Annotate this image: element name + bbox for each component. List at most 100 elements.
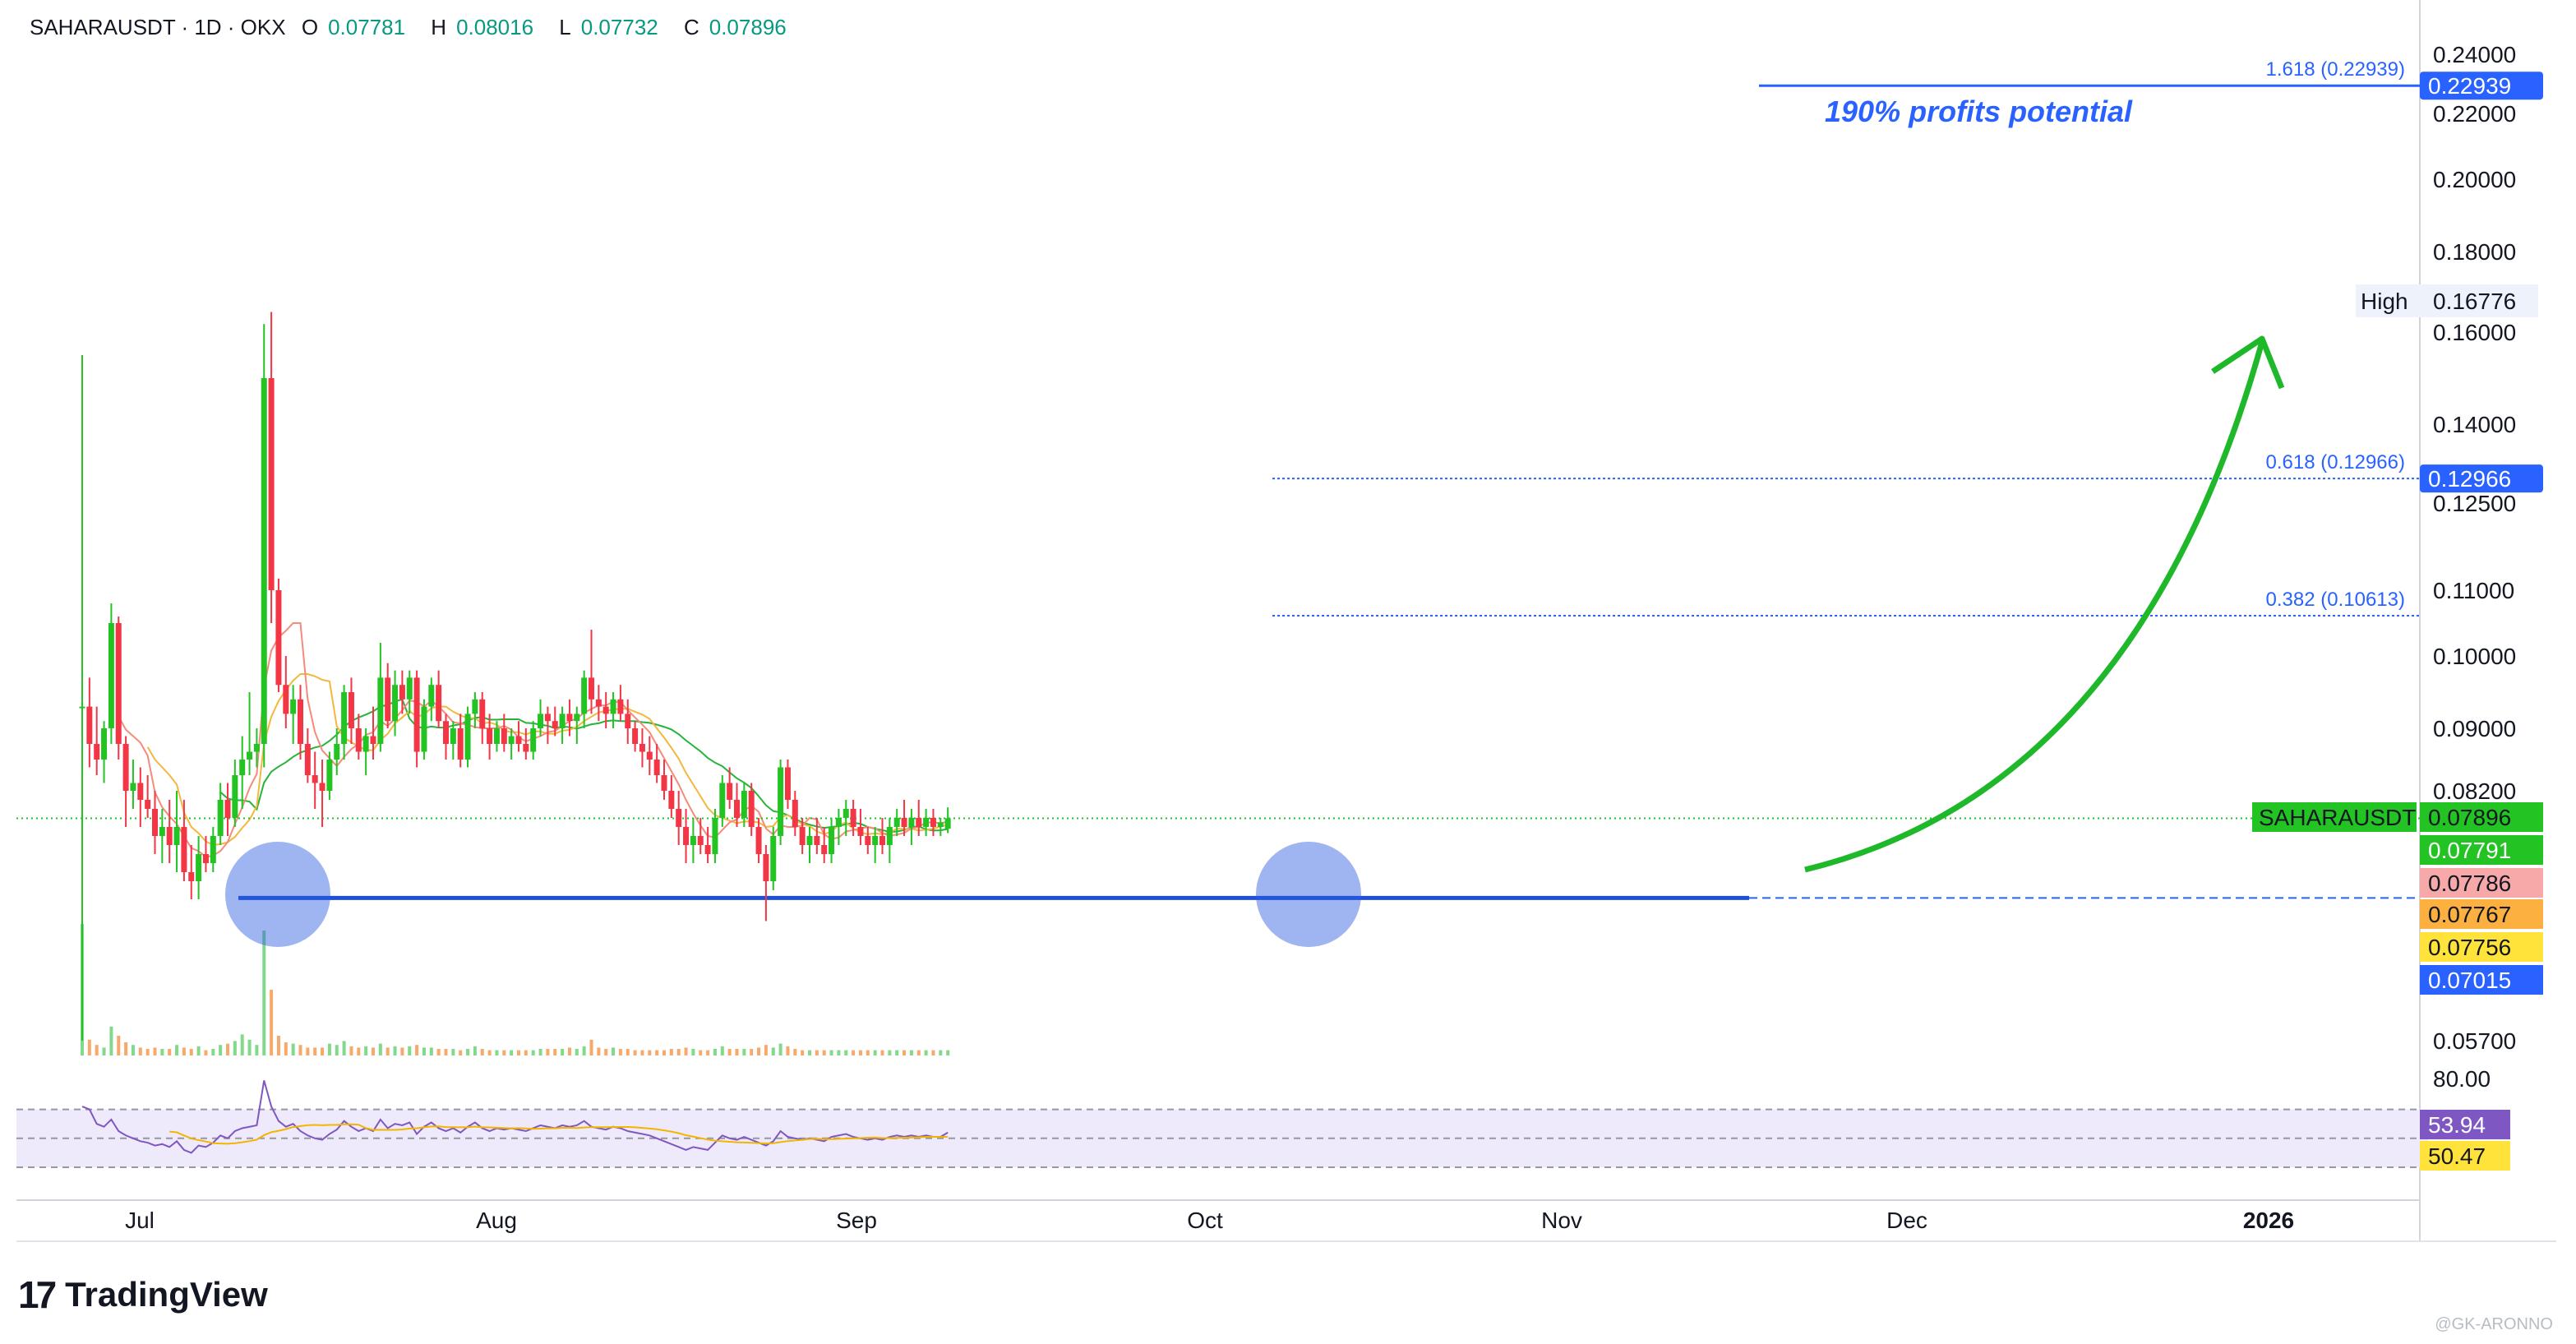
candle-body xyxy=(501,728,507,744)
candle-body xyxy=(370,736,376,744)
volume-bar xyxy=(378,1043,382,1055)
candle-body xyxy=(392,685,399,722)
volume-bar xyxy=(916,1050,921,1055)
candle-body xyxy=(719,783,726,818)
candle-body xyxy=(508,736,515,744)
price-axis-label: 0.20000 xyxy=(2433,167,2516,192)
candle-body xyxy=(217,800,224,836)
candle-body xyxy=(792,800,798,827)
high-label: H xyxy=(431,15,447,39)
candle-body xyxy=(814,836,820,845)
candle-body xyxy=(202,854,209,863)
time-axis-label: Nov xyxy=(1541,1208,1582,1233)
price-tag-text: 0.07015 xyxy=(2428,968,2511,993)
price-axis-label: 0.18000 xyxy=(2433,239,2516,265)
candle-body xyxy=(239,760,246,775)
volume-bar xyxy=(931,1050,935,1055)
volume-bar xyxy=(837,1050,841,1055)
price-tag-text: 0.07791 xyxy=(2428,838,2511,863)
high-value: 0.08016 xyxy=(456,15,534,39)
candle-body xyxy=(487,728,493,744)
volume-bar xyxy=(626,1049,630,1055)
fib-level-label: 1.618 (0.22939) xyxy=(2266,58,2405,81)
ma-mid-line xyxy=(146,673,949,847)
candle-body xyxy=(843,809,849,818)
volume-bar xyxy=(372,1047,375,1055)
volume-bar xyxy=(145,1049,150,1055)
volume-bar xyxy=(844,1050,848,1055)
volume-bar xyxy=(676,1049,681,1055)
tradingview-logo[interactable]: 17 TradingView xyxy=(18,1272,268,1317)
fib-price-tag xyxy=(2420,464,2543,493)
candle-body xyxy=(523,744,529,752)
candle-body xyxy=(661,775,667,791)
close-label: C xyxy=(683,15,699,39)
candle-body xyxy=(283,685,289,714)
fib-price-tag-text: 0.12966 xyxy=(2428,466,2511,492)
candle-body xyxy=(413,677,420,752)
volume-bar xyxy=(524,1050,528,1055)
volume-bar xyxy=(655,1050,659,1055)
candle-body xyxy=(857,827,864,836)
candle-body xyxy=(821,845,828,854)
candle-body xyxy=(559,714,566,728)
price-axis-label: 0.14000 xyxy=(2433,412,2516,437)
volume-bar xyxy=(226,1043,229,1055)
volume-bar xyxy=(553,1049,557,1055)
symbol-header: SAHARAUSDT · 1D · OKX O 0.07781 H 0.08016 … xyxy=(30,15,806,40)
candle-body xyxy=(181,827,187,872)
volume-bar xyxy=(495,1050,499,1055)
price-tag-text: 0.07756 xyxy=(2428,935,2511,960)
candle-body xyxy=(893,818,900,827)
candle-body xyxy=(872,836,879,845)
volume-bar xyxy=(349,1046,353,1055)
volume-bar xyxy=(517,1050,520,1055)
rsi-value-tag xyxy=(2420,1110,2510,1139)
volume-bar xyxy=(640,1050,644,1055)
volume-bar xyxy=(858,1050,862,1055)
volume-bar xyxy=(444,1049,448,1055)
candle-body xyxy=(799,827,806,845)
price-tag-text: 0.07767 xyxy=(2428,902,2511,927)
price-tag xyxy=(2420,932,2543,962)
volume-bar xyxy=(669,1049,673,1055)
candle-body xyxy=(676,809,682,827)
volume-bar xyxy=(618,1049,622,1055)
volume-bar xyxy=(153,1047,157,1055)
candle-body xyxy=(188,872,195,881)
candle-body xyxy=(253,744,260,752)
candle-body xyxy=(697,836,704,845)
volume-bar xyxy=(502,1050,506,1055)
candle-body xyxy=(829,827,835,854)
volume-bar xyxy=(735,1049,739,1055)
volume-bar xyxy=(196,1046,201,1055)
candle-body xyxy=(602,706,609,714)
candle-body xyxy=(901,818,907,827)
candle-body xyxy=(850,809,856,827)
tradingview-logo-icon: 17 xyxy=(18,1273,57,1316)
volume-bar xyxy=(946,1050,950,1055)
rsi-value-tag-text: 50.47 xyxy=(2428,1143,2486,1169)
candle-body xyxy=(690,836,696,845)
price-axis-label: 0.05700 xyxy=(2433,1028,2516,1054)
volume-bar xyxy=(612,1047,616,1055)
volume-bar xyxy=(95,1045,99,1055)
volume-bar xyxy=(480,1049,484,1055)
price-tag-text: 0.07786 xyxy=(2428,871,2511,896)
volume-bar xyxy=(662,1050,666,1055)
volume-bar xyxy=(182,1047,186,1055)
candle-body xyxy=(115,623,122,744)
low-value: 0.07732 xyxy=(580,15,658,39)
volume-bar xyxy=(903,1050,907,1055)
volume-bar xyxy=(706,1050,710,1055)
candle-body xyxy=(275,590,282,686)
price-axis-label: 0.10000 xyxy=(2433,644,2516,669)
volume-bar xyxy=(808,1050,811,1055)
volume-bar xyxy=(487,1050,492,1055)
volume-bar xyxy=(633,1050,637,1055)
candle-body xyxy=(923,818,930,827)
profit-annotation: 190% profits potential xyxy=(1825,95,2133,128)
volume-bar xyxy=(160,1049,164,1055)
volume-bar xyxy=(313,1047,317,1055)
